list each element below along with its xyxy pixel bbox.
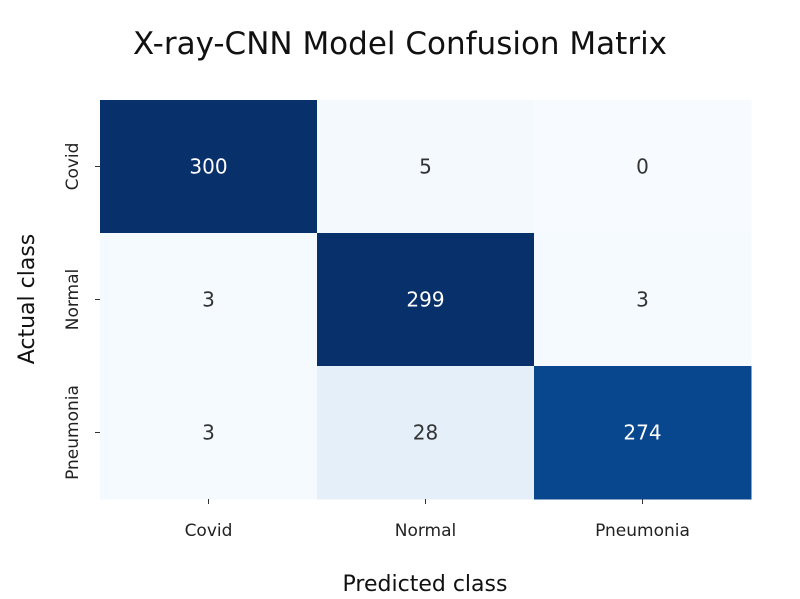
y-axis-ticks: Covid Normal Pneumonia <box>63 143 100 480</box>
chart-title: X-ray-CNN Model Confusion Matrix <box>133 26 667 62</box>
cell-normal-covid <box>100 233 318 367</box>
cell-value-normal-pneumonia: 3 <box>636 288 649 312</box>
cell-value-normal-covid: 3 <box>202 288 215 312</box>
cell-covid-covid <box>100 100 318 234</box>
cell-value-covid-covid: 300 <box>189 155 227 179</box>
y-axis-label: Actual class <box>15 234 40 365</box>
cell-covid-pneumonia <box>534 100 752 234</box>
x-tick-label-normal: Normal <box>395 521 457 541</box>
cell-value-covid-pneumonia: 0 <box>636 155 649 179</box>
cell-value-pneumonia-normal: 28 <box>413 421 438 445</box>
cell-value-covid-normal: 5 <box>419 155 432 179</box>
x-tick-label-pneumonia: Pneumonia <box>595 521 690 541</box>
x-tick-label-covid: Covid <box>185 521 233 541</box>
x-axis-label: Predicted class <box>343 572 508 597</box>
cell-pneumonia-pneumonia <box>534 366 752 500</box>
cell-pneumonia-normal <box>317 366 535 500</box>
y-tick-label-covid: Covid <box>63 143 83 191</box>
x-axis-ticks: Covid Normal Pneumonia <box>185 499 690 541</box>
cell-covid-normal <box>317 100 535 234</box>
heatmap-cells: 300 5 0 3 299 3 3 28 274 <box>100 100 752 500</box>
cell-normal-normal <box>317 233 535 367</box>
cell-value-normal-normal: 299 <box>406 288 444 312</box>
y-tick-label-normal: Normal <box>63 269 83 331</box>
cell-value-pneumonia-covid: 3 <box>202 421 215 445</box>
cell-pneumonia-covid <box>100 366 318 500</box>
y-tick-label-pneumonia: Pneumonia <box>63 385 83 480</box>
cell-normal-pneumonia <box>534 233 752 367</box>
cell-value-pneumonia-pneumonia: 274 <box>623 421 661 445</box>
